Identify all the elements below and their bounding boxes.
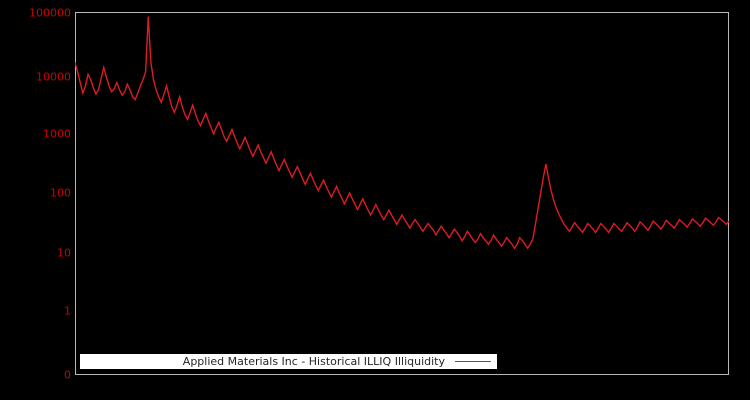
y-tick-label: 0 <box>64 368 71 382</box>
plot-frame <box>75 12 729 375</box>
chart-legend[interactable]: Applied Materials Inc - Historical ILLIQ… <box>80 354 497 369</box>
y-tick-label: 10000 <box>36 70 71 84</box>
y-tick-label: 100 <box>50 186 71 200</box>
y-tick-label: 100000 <box>29 6 71 20</box>
legend-label: Applied Materials Inc - Historical ILLIQ… <box>182 354 445 368</box>
y-tick-label: 1 <box>64 304 71 318</box>
data-series-line <box>75 16 729 250</box>
y-axis-tick-labels: 100000 10000 1000 100 10 1 0 <box>0 0 71 400</box>
legend-line-swatch <box>455 361 491 362</box>
chart-plot-area <box>75 16 729 250</box>
y-tick-label: 1000 <box>43 127 71 141</box>
y-tick-label: 10 <box>57 246 71 260</box>
